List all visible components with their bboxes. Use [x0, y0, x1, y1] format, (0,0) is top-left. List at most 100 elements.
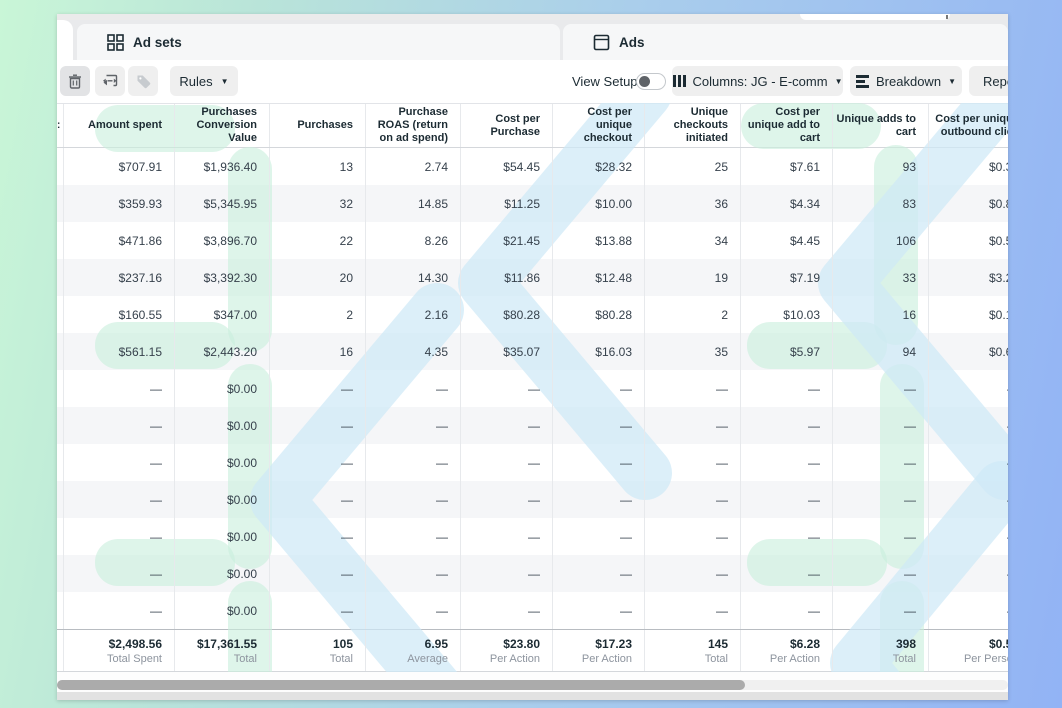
table-row[interactable]: —$0.00———————— — [57, 407, 1008, 444]
cell: — — [553, 444, 645, 481]
totals-cell: $6.28Per Action — [741, 630, 833, 671]
tag-icon — [136, 74, 151, 89]
reports-button[interactable]: Repo — [969, 66, 1008, 96]
totals-cell: $2,498.56Total Spent — [64, 630, 175, 671]
cell: $0.69 — [929, 333, 1008, 370]
columns-button[interactable]: Columns: JG - E-comm ▼ — [672, 66, 843, 96]
cell: 19 — [645, 259, 741, 296]
cell: — — [366, 592, 461, 629]
table-row[interactable]: —$0.00———————— — [57, 370, 1008, 407]
table-row[interactable]: $160.55$347.0022.16$80.28$80.282$10.0316… — [57, 296, 1008, 333]
cell: $0.00 — [175, 481, 270, 518]
cell: 32 — [270, 185, 366, 222]
cell: $5,345.95 — [175, 185, 270, 222]
totals-label: Total — [234, 653, 257, 665]
cell: $707.91 — [64, 148, 175, 185]
window-bottom-strip — [57, 692, 1008, 700]
cell: 25 — [645, 148, 741, 185]
cell: $11.25 — [461, 185, 553, 222]
row-fragment — [57, 518, 64, 555]
row-fragment — [57, 370, 64, 407]
horizontal-scrollbar-thumb[interactable] — [57, 680, 745, 690]
totals-value: $17.23 — [595, 637, 632, 651]
cell: $80.28 — [461, 296, 553, 333]
view-setup-toggle[interactable] — [636, 73, 666, 90]
cell: 106 — [833, 222, 929, 259]
cell: 13 — [270, 148, 366, 185]
cell: $7.61 — [741, 148, 833, 185]
table-row[interactable]: $707.91$1,936.40132.74$54.45$28.3225$7.6… — [57, 148, 1008, 185]
totals-cell: 398Total — [833, 630, 929, 671]
totals-cell: $0.50Per Person — [929, 630, 1008, 671]
cell: 2 — [645, 296, 741, 333]
table-body: $707.91$1,936.40132.74$54.45$28.3225$7.6… — [57, 148, 1008, 629]
horizontal-scrollbar-track[interactable] — [57, 680, 1008, 690]
tab-ad-sets[interactable]: Ad sets — [77, 24, 560, 60]
cell: — — [461, 370, 553, 407]
totals-cell: 105Total — [270, 630, 366, 671]
totals-label: Total — [705, 653, 728, 665]
row-fragment — [57, 222, 64, 259]
table-row[interactable]: —$0.00———————— — [57, 518, 1008, 555]
cell: — — [645, 592, 741, 629]
cell: — — [64, 518, 175, 555]
cell: 2.16 — [366, 296, 461, 333]
cell: — — [270, 370, 366, 407]
totals-label: Total — [330, 653, 353, 665]
delete-button[interactable] — [60, 66, 90, 96]
cell: 16 — [833, 296, 929, 333]
table-row[interactable]: $471.86$3,896.70228.26$21.45$13.8834$4.4… — [57, 222, 1008, 259]
cell: — — [366, 518, 461, 555]
cell: $5.97 — [741, 333, 833, 370]
table-row[interactable]: —$0.00———————— — [57, 481, 1008, 518]
chevron-down-icon: ▼ — [835, 77, 843, 86]
cell: 2 — [270, 296, 366, 333]
totals-cell: $17,361.55Total — [175, 630, 270, 671]
cell: $160.55 — [64, 296, 175, 333]
cell: $0.88 — [929, 185, 1008, 222]
table-row[interactable]: $237.16$3,392.302014.30$11.86$12.4819$7.… — [57, 259, 1008, 296]
cell: — — [833, 555, 929, 592]
tag-button-disabled[interactable] — [128, 66, 158, 96]
cell: — — [366, 370, 461, 407]
header-row: :Amount spentPurchases Conversion ValueP… — [57, 103, 1008, 148]
cell: — — [645, 481, 741, 518]
ab-test-button[interactable] — [95, 66, 125, 96]
cell: — — [741, 481, 833, 518]
columns-icon — [673, 75, 686, 87]
totals-value: $23.80 — [503, 637, 540, 651]
cell: — — [553, 518, 645, 555]
cell: — — [366, 444, 461, 481]
cell: $0.00 — [175, 444, 270, 481]
totals-label: Per Action — [490, 653, 540, 665]
cell: — — [553, 407, 645, 444]
tab-campaigns-cutoff[interactable] — [57, 20, 73, 60]
cell: — — [366, 407, 461, 444]
row-fragment — [57, 148, 64, 185]
cell: $7.19 — [741, 259, 833, 296]
tab-ads[interactable]: Ads — [563, 24, 1008, 60]
cell: $35.07 — [461, 333, 553, 370]
table-row[interactable]: —$0.00———————— — [57, 592, 1008, 629]
rules-button[interactable]: Rules ▼ — [170, 66, 238, 96]
cell: — — [461, 592, 553, 629]
desktop-background: Ad sets Ads — [0, 0, 1062, 708]
column-header: Cost per unique checkout — [553, 104, 645, 147]
totals-value: $0.50 — [989, 637, 1008, 651]
cell: — — [929, 592, 1008, 629]
totals-value: 6.95 — [425, 637, 448, 651]
table-row[interactable]: —$0.00———————— — [57, 555, 1008, 592]
cell: $4.34 — [741, 185, 833, 222]
cell: — — [64, 555, 175, 592]
cell: 34 — [645, 222, 741, 259]
breakdown-button[interactable]: Breakdown ▼ — [850, 66, 962, 96]
table-row[interactable]: $359.93$5,345.953214.85$11.25$10.0036$4.… — [57, 185, 1008, 222]
cell: — — [741, 555, 833, 592]
cell: $359.93 — [64, 185, 175, 222]
cell: — — [741, 444, 833, 481]
cell: — — [270, 518, 366, 555]
cell: $21.45 — [461, 222, 553, 259]
table-row[interactable]: —$0.00———————— — [57, 444, 1008, 481]
cell: — — [645, 518, 741, 555]
table-row[interactable]: $561.15$2,443.20164.35$35.07$16.0335$5.9… — [57, 333, 1008, 370]
